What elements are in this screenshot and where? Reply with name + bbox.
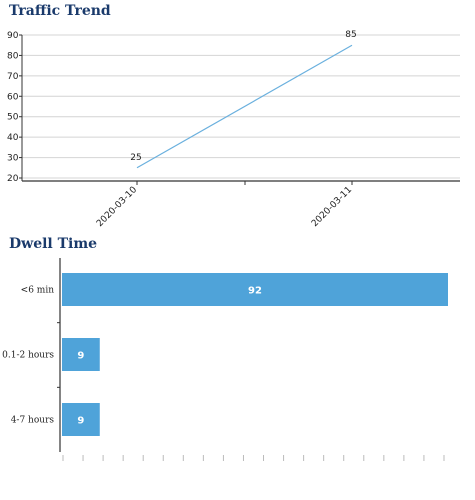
y-tick-label: 60 bbox=[7, 92, 19, 102]
category-label: <6 min bbox=[21, 286, 55, 296]
y-tick-label: 80 bbox=[7, 51, 19, 61]
y-tick-label: 70 bbox=[7, 72, 19, 82]
y-tick-label: 30 bbox=[7, 154, 19, 164]
category-label: 0.1-2 hours bbox=[2, 351, 54, 361]
y-tick-label: 20 bbox=[7, 174, 19, 184]
bar bbox=[62, 273, 448, 306]
bar bbox=[62, 338, 100, 371]
line-chart-title: Traffic Trend bbox=[9, 3, 111, 19]
y-tick-label: 40 bbox=[7, 133, 19, 143]
y-tick-label: 50 bbox=[7, 113, 19, 123]
data-label: 85 bbox=[345, 30, 356, 40]
bar-value-label: 9 bbox=[77, 416, 84, 427]
bar-chart-title: Dwell Time bbox=[9, 236, 98, 252]
data-label: 25 bbox=[130, 153, 141, 163]
bar bbox=[62, 403, 100, 436]
bar-value-label: 92 bbox=[248, 286, 262, 297]
category-label: 4-7 hours bbox=[11, 416, 55, 426]
bar-value-label: 9 bbox=[77, 351, 84, 362]
y-tick-label: 90 bbox=[7, 31, 19, 41]
series-line bbox=[136, 44, 353, 169]
